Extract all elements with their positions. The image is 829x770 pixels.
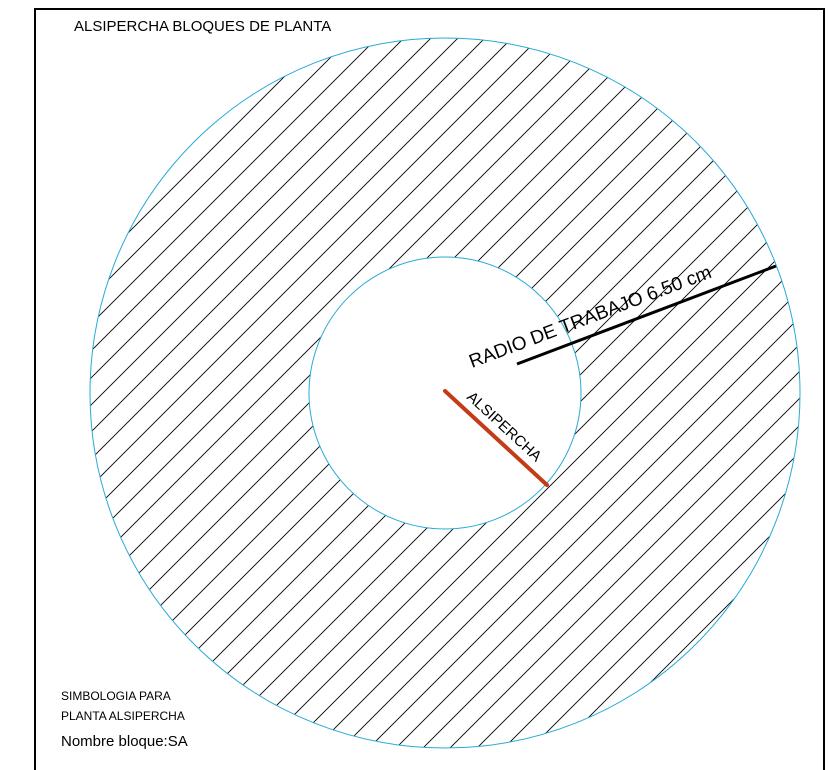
hatch-line: [89, 37, 362, 749]
hatch-line: [370, 37, 801, 749]
legend-line-2: PLANTA ALSIPERCHA: [61, 709, 185, 723]
hatch-line: [803, 0, 829, 770]
hatch-line: [613, 37, 801, 749]
hatch-line: [532, 37, 801, 749]
hatch-line: [181, 37, 801, 749]
page-title: ALSIPERCHA BLOQUES DE PLANTA: [74, 18, 331, 35]
hatch-line: [89, 37, 389, 749]
hatch-line: [397, 37, 801, 749]
hatch-line: [424, 37, 801, 749]
hatch-line: [89, 37, 254, 749]
working-radius-line: [516, 264, 777, 366]
hatch-line: [559, 37, 801, 749]
hatch-line: [667, 37, 801, 749]
hatch-line: [89, 37, 119, 749]
hatch-line: [89, 37, 173, 749]
hatch-line: [89, 37, 801, 749]
hatch-line: [89, 37, 335, 749]
hatch-line: [89, 37, 578, 749]
hatch-line: [0, 0, 64, 770]
legend-line-1: SIMBOLOGIA PARA: [61, 689, 171, 703]
hatch-line: [89, 37, 200, 749]
alsipercha-stem-line: [443, 389, 549, 487]
hatch-line: [89, 37, 281, 749]
hatch-line: [775, 37, 801, 749]
hatch-line: [640, 37, 801, 749]
hatch-line: [89, 37, 146, 749]
hatch-line: [89, 37, 524, 749]
hatch-line: [89, 37, 801, 749]
legend-block-name: Nombre bloque:SA: [61, 733, 188, 750]
hatch-line: [208, 37, 801, 749]
outer-work-radius-circle: [89, 37, 801, 749]
hatch-line: [89, 37, 470, 749]
hatch-line: [316, 37, 801, 749]
hatch-line: [154, 37, 801, 749]
alsipercha-stem-label: ALSIPERCHA: [463, 388, 544, 465]
hatch-line: [89, 37, 659, 749]
hatch-line: [289, 37, 801, 749]
hatch-line: [262, 37, 801, 749]
hatch-line: [89, 37, 497, 749]
hatch-line: [89, 37, 713, 749]
hatch-line: [0, 0, 10, 770]
drawing-frame: [34, 8, 825, 770]
hatch-line: [89, 37, 686, 749]
hatch-line: [89, 37, 801, 749]
hatch-line: [127, 37, 801, 749]
hatch-line: [89, 37, 308, 749]
hatch-line: [343, 37, 801, 749]
hatch-line: [235, 37, 801, 749]
hatch-line: [0, 0, 37, 770]
hatch-line: [89, 37, 794, 749]
hatch-line: [451, 37, 801, 749]
hatch-line: [100, 37, 801, 749]
hatch-line: [89, 37, 443, 749]
working-radius-label: RADIO DE TRABAJO 6.50 cm: [466, 262, 714, 373]
hatch-line: [505, 37, 801, 749]
hatch-line: [89, 37, 551, 749]
hatch-line: [89, 37, 92, 749]
hatch-line: [694, 37, 801, 749]
hatch-line: [89, 37, 416, 749]
hatch-line: [721, 37, 801, 749]
inner-plant-circle: [308, 256, 582, 530]
hatch-line: [89, 37, 632, 749]
hatch-line: [89, 37, 605, 749]
hatch-line: [478, 37, 801, 749]
hatch-line: [748, 37, 801, 749]
